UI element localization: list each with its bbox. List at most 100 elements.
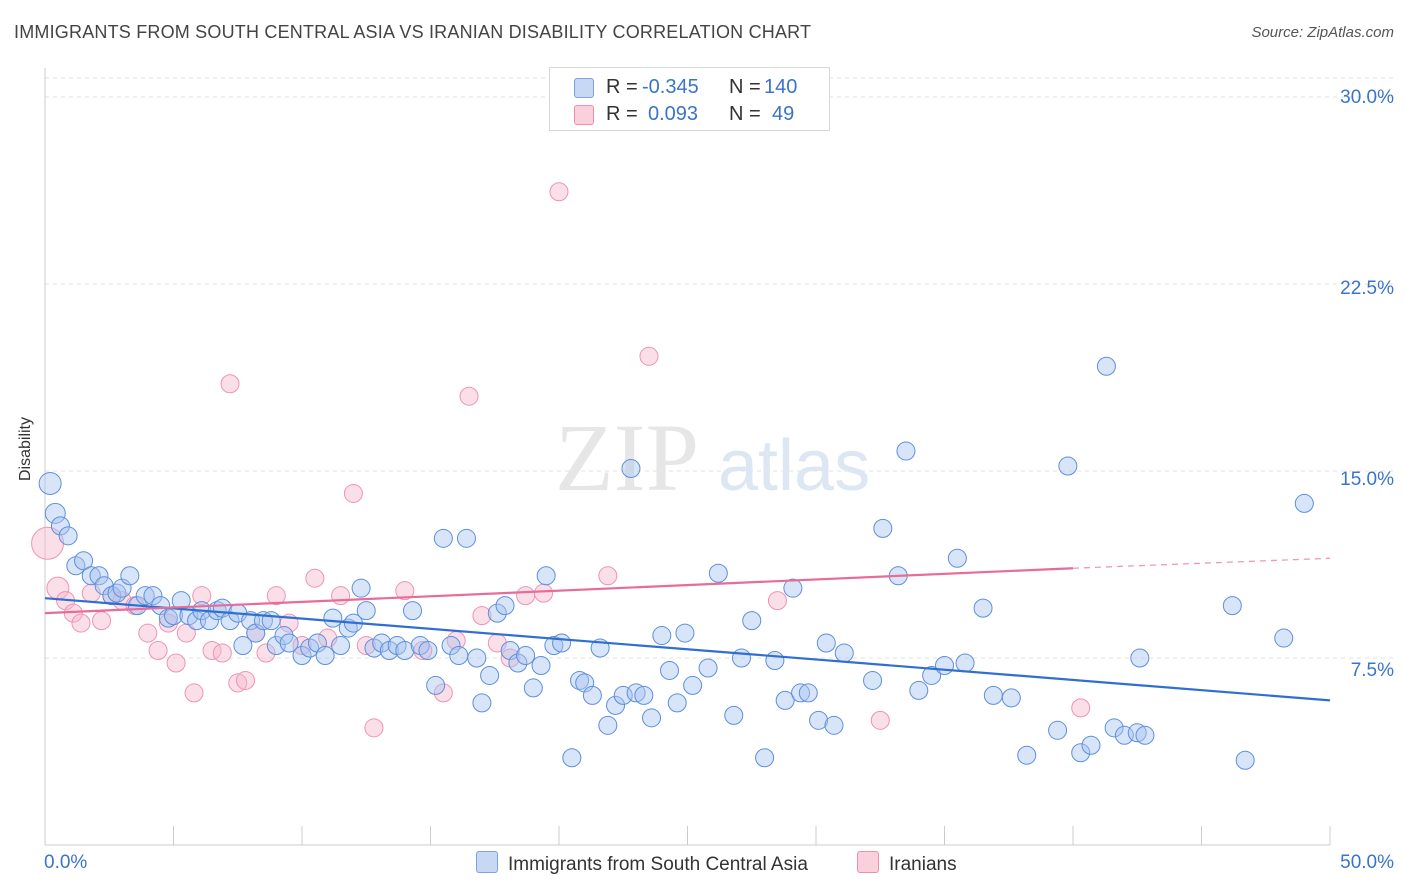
data-point <box>315 646 335 666</box>
data-point <box>652 626 672 646</box>
data-point <box>1058 456 1078 476</box>
data-point <box>582 685 602 705</box>
data-point <box>143 586 163 606</box>
chart-title: IMMIGRANTS FROM SOUTH CENTRAL ASIA VS IR… <box>14 22 812 42</box>
data-point <box>834 643 854 663</box>
data-point <box>279 633 299 653</box>
data-point <box>549 182 569 202</box>
correlation-legend: R = -0.345 N = 140 R = 0.093 N = 49 <box>549 67 830 131</box>
data-point <box>467 648 487 668</box>
legend-swatch-blue <box>574 78 594 98</box>
data-point <box>536 566 556 586</box>
data-point <box>863 670 883 690</box>
data-point <box>403 601 423 621</box>
data-point <box>459 386 479 406</box>
data-point <box>418 641 438 661</box>
data-point <box>683 675 703 695</box>
data-point <box>955 653 975 673</box>
y-tick-label: 15.0% <box>1340 469 1394 490</box>
data-point <box>331 586 351 606</box>
data-point <box>372 633 392 653</box>
data-point <box>724 705 744 725</box>
data-point <box>783 578 803 598</box>
data-point <box>642 708 662 728</box>
data-point <box>639 346 659 366</box>
data-point <box>909 680 929 700</box>
data-point <box>621 459 641 479</box>
data-point <box>534 583 554 603</box>
data-point <box>947 548 967 568</box>
data-point <box>364 718 384 738</box>
y-tick-label: 22.5% <box>1340 278 1394 299</box>
data-point <box>480 665 500 685</box>
data-point <box>107 583 127 603</box>
data-point <box>1017 745 1037 765</box>
data-point <box>755 748 775 768</box>
data-point <box>135 586 155 606</box>
n-label: N = <box>729 76 761 98</box>
data-point <box>305 568 325 588</box>
x-tick-label-max: 50.0% <box>1340 852 1394 873</box>
data-point <box>935 655 954 675</box>
data-point <box>1235 750 1255 770</box>
legend-label: Iranians <box>889 854 957 875</box>
trend-line-pink <box>44 567 1074 615</box>
data-point <box>331 636 351 656</box>
data-point <box>256 643 276 663</box>
data-point <box>441 636 461 656</box>
data-point <box>487 603 507 623</box>
data-point <box>44 502 66 524</box>
r-value: -0.345 <box>642 76 699 98</box>
data-point <box>395 641 415 661</box>
data-point <box>634 685 654 705</box>
data-point <box>120 566 140 586</box>
data-point <box>74 551 94 571</box>
trend-line-pink-extension <box>1072 557 1331 569</box>
data-point <box>1104 718 1124 738</box>
data-point <box>1096 356 1116 376</box>
data-point <box>426 675 446 695</box>
legend-item-south-central-asia: Immigrants from South Central Asia <box>476 851 808 876</box>
data-point <box>873 518 893 538</box>
data-point <box>544 636 564 656</box>
data-point <box>598 566 618 586</box>
data-point <box>922 665 942 685</box>
data-point <box>1135 725 1155 745</box>
data-point <box>138 623 158 643</box>
data-point <box>89 566 109 586</box>
data-point <box>824 715 844 735</box>
data-point <box>235 670 255 690</box>
data-point <box>148 641 168 661</box>
source-label: Source: ZipAtlas.com <box>1251 24 1394 41</box>
data-point <box>323 608 343 628</box>
y-tick-label: 7.5% <box>1350 660 1394 681</box>
data-point <box>192 586 212 606</box>
data-point <box>220 374 240 394</box>
data-point <box>516 646 536 666</box>
legend-item-iranians: Iranians <box>857 851 957 876</box>
data-point <box>1130 648 1150 668</box>
data-point <box>562 748 582 768</box>
data-point <box>1071 698 1091 718</box>
data-point <box>1048 720 1068 740</box>
data-point <box>266 586 286 606</box>
watermark-atlas: atlas <box>718 426 870 506</box>
data-point <box>675 623 695 643</box>
data-point <box>495 596 515 616</box>
data-point <box>626 683 646 703</box>
data-point <box>606 695 626 715</box>
data-point <box>102 586 122 606</box>
data-point <box>791 683 811 703</box>
trend-lines <box>44 557 1331 702</box>
data-point <box>798 683 818 703</box>
data-point <box>708 563 728 583</box>
data-point <box>433 528 453 548</box>
data-point <box>433 683 453 703</box>
r-label: R = <box>606 76 638 98</box>
data-point <box>667 693 687 713</box>
legend-label: Immigrants from South Central Asia <box>508 854 808 875</box>
data-point <box>731 648 751 668</box>
data-point <box>660 660 680 680</box>
data-point <box>50 516 70 536</box>
data-point <box>472 606 492 626</box>
